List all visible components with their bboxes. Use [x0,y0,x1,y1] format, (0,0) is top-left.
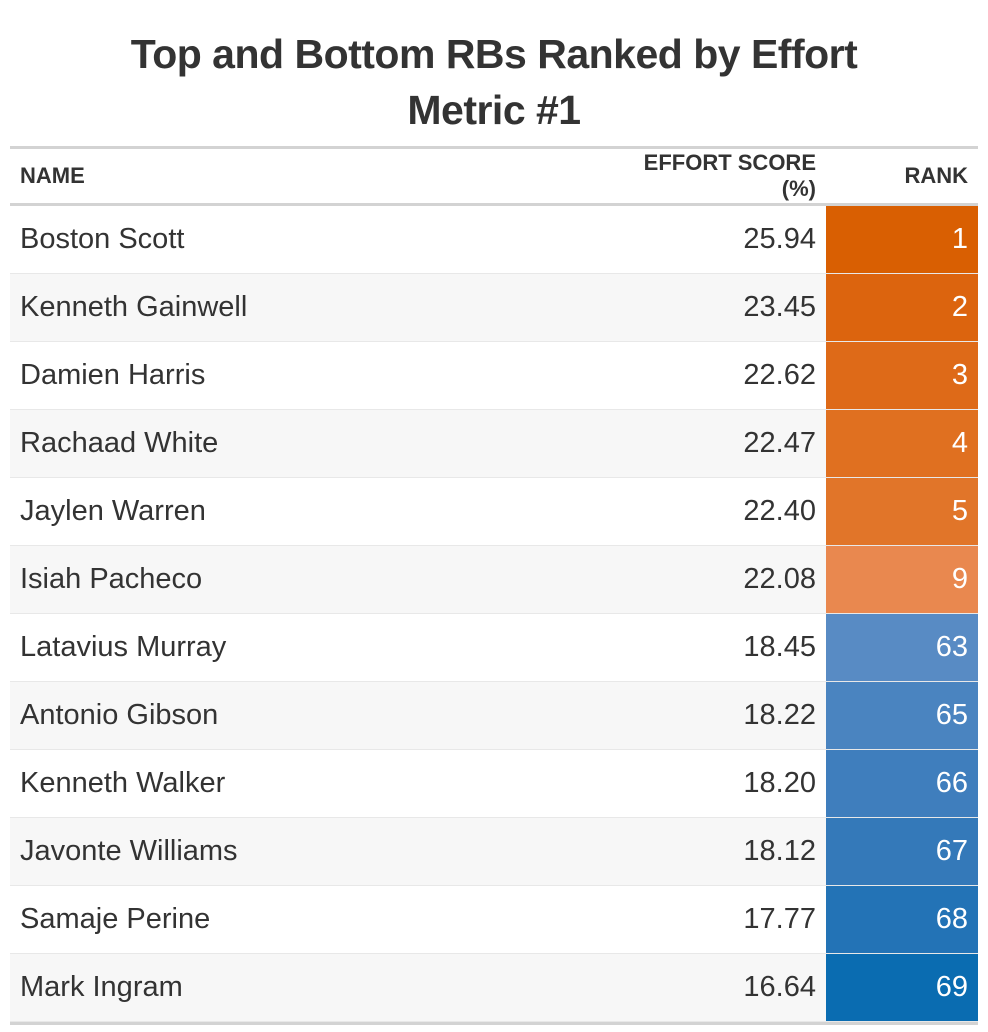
table-container: Top and Bottom RBs Ranked by Effort Metr… [10,0,978,1025]
effort-score: 22.08 [610,546,826,613]
player-name: Antonio Gibson [10,682,610,749]
player-name: Samaje Perine [20,903,211,935]
effort-score: 17.77 [743,903,816,935]
table-title-line-2: Metric #1 [407,87,581,133]
effort-score: 18.20 [743,767,816,799]
table-body: Boston Scott 25.94 1 Kenneth Gainwell 23.45 2… [10,206,978,1022]
player-name: Kenneth Walker [20,767,226,799]
table-title-line-1: Top and Bottom RBs Ranked by Effort [130,31,858,77]
player-name: Boston Scott [20,223,185,255]
rank-cell: 5 [826,478,978,545]
rank-cell: 69 [826,954,978,1021]
effort-score: 18.45 [743,631,816,663]
effort-score: 22.62 [743,359,816,391]
header-effort-score: EFFORT SCORE (%) [643,150,816,201]
table-row: Latavius Murray 18.45 63 [10,614,978,682]
rank-cell: 3 [826,342,978,409]
player-name: Latavius Murray [20,631,227,663]
table-row: Damien Harris 22.62 3 [10,342,978,410]
top-rule [10,146,978,149]
player-name: Mark Ingram [10,954,610,1021]
player-name: Jaylen Warren [20,495,206,527]
player-name: Isiah Pacheco [10,546,610,613]
effort-score: 23.45 [610,274,826,341]
rank-cell: 66 [826,750,978,817]
table-row: Isiah Pacheco 22.08 9 [10,546,978,614]
table-row: Kenneth Walker 18.20 66 [10,750,978,818]
table-title: Top and Bottom RBs Ranked by Effort Metr… [10,0,978,138]
player-name: Rachaad White [10,410,610,477]
rank-cell: 65 [826,682,978,749]
table-row: Samaje Perine 17.77 68 [10,886,978,954]
header-rank: RANK [904,163,968,188]
player-name: Javonte Williams [10,818,610,885]
effort-score: 22.47 [610,410,826,477]
rank-cell: 67 [826,818,978,885]
rank-cell: 68 [826,886,978,953]
table-row: Rachaad White 22.47 4 [10,410,978,478]
table-header: NAME EFFORT SCORE (%) RANK [10,149,978,206]
table-row: Kenneth Gainwell 23.45 2 [10,274,978,342]
effort-score: 16.64 [610,954,826,1021]
effort-score: 18.22 [610,682,826,749]
header-name: NAME [20,163,85,188]
rank-cell: 1 [826,206,978,273]
player-name: Damien Harris [20,359,206,391]
effort-score: 18.12 [610,818,826,885]
table-row: Mark Ingram 16.64 69 [10,954,978,1022]
rank-cell: 4 [826,410,978,477]
effort-score: 25.94 [743,223,816,255]
rank-cell: 63 [826,614,978,681]
player-name: Kenneth Gainwell [10,274,610,341]
rank-cell: 9 [826,546,978,613]
effort-score: 22.40 [743,495,816,527]
table-row: Boston Scott 25.94 1 [10,206,978,274]
table-row: Antonio Gibson 18.22 65 [10,682,978,750]
table-row: Javonte Williams 18.12 67 [10,818,978,886]
bottom-rule [10,1022,978,1025]
table-row: Jaylen Warren 22.40 5 [10,478,978,546]
rank-cell: 2 [826,274,978,341]
